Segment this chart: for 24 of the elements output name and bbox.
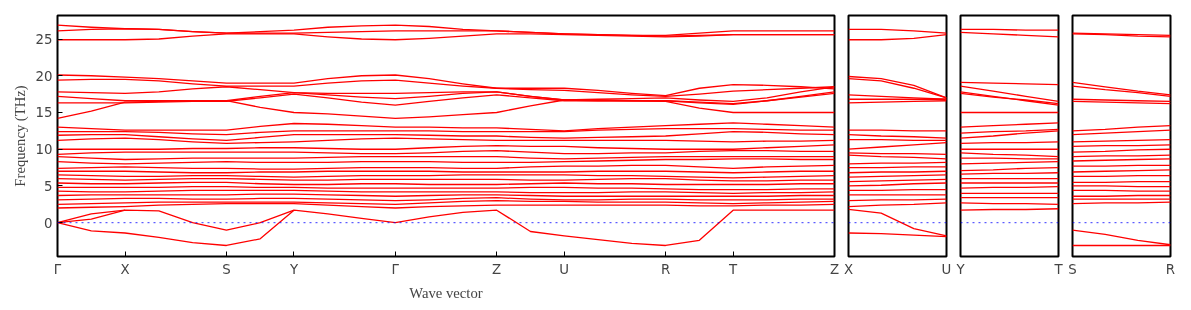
x-tick-label: S [1068,261,1077,277]
x-tick-label: Γ [391,261,400,277]
x-tick-label: T [1053,261,1064,277]
y-tick-label: 15 [35,105,53,121]
x-tick-label: S [222,261,231,277]
y-tick-label: 5 [44,178,53,194]
y-tick-label: 0 [44,215,53,231]
x-tick-label: T [728,261,739,277]
x-tick-label: Y [955,261,966,277]
y-axis-title: Frequency (THz) [11,85,29,187]
x-tick-label: U [559,261,570,277]
x-tick-label: X [120,261,130,277]
x-tick-label: X [843,261,854,277]
x-tick-label: R [660,261,671,277]
x-tick-label: U [941,261,952,277]
x-tick-label: R [1165,261,1176,277]
x-tick-label: Z [829,261,840,277]
x-tick-label: Z [492,261,502,277]
y-tick-label: 10 [35,142,53,158]
x-tick-label: Γ [53,261,62,277]
y-tick-label: 20 [35,68,53,84]
y-tick-label: 25 [35,32,53,48]
x-tick-label: Y [288,261,299,277]
x-axis-title: Wave vector [409,284,483,301]
